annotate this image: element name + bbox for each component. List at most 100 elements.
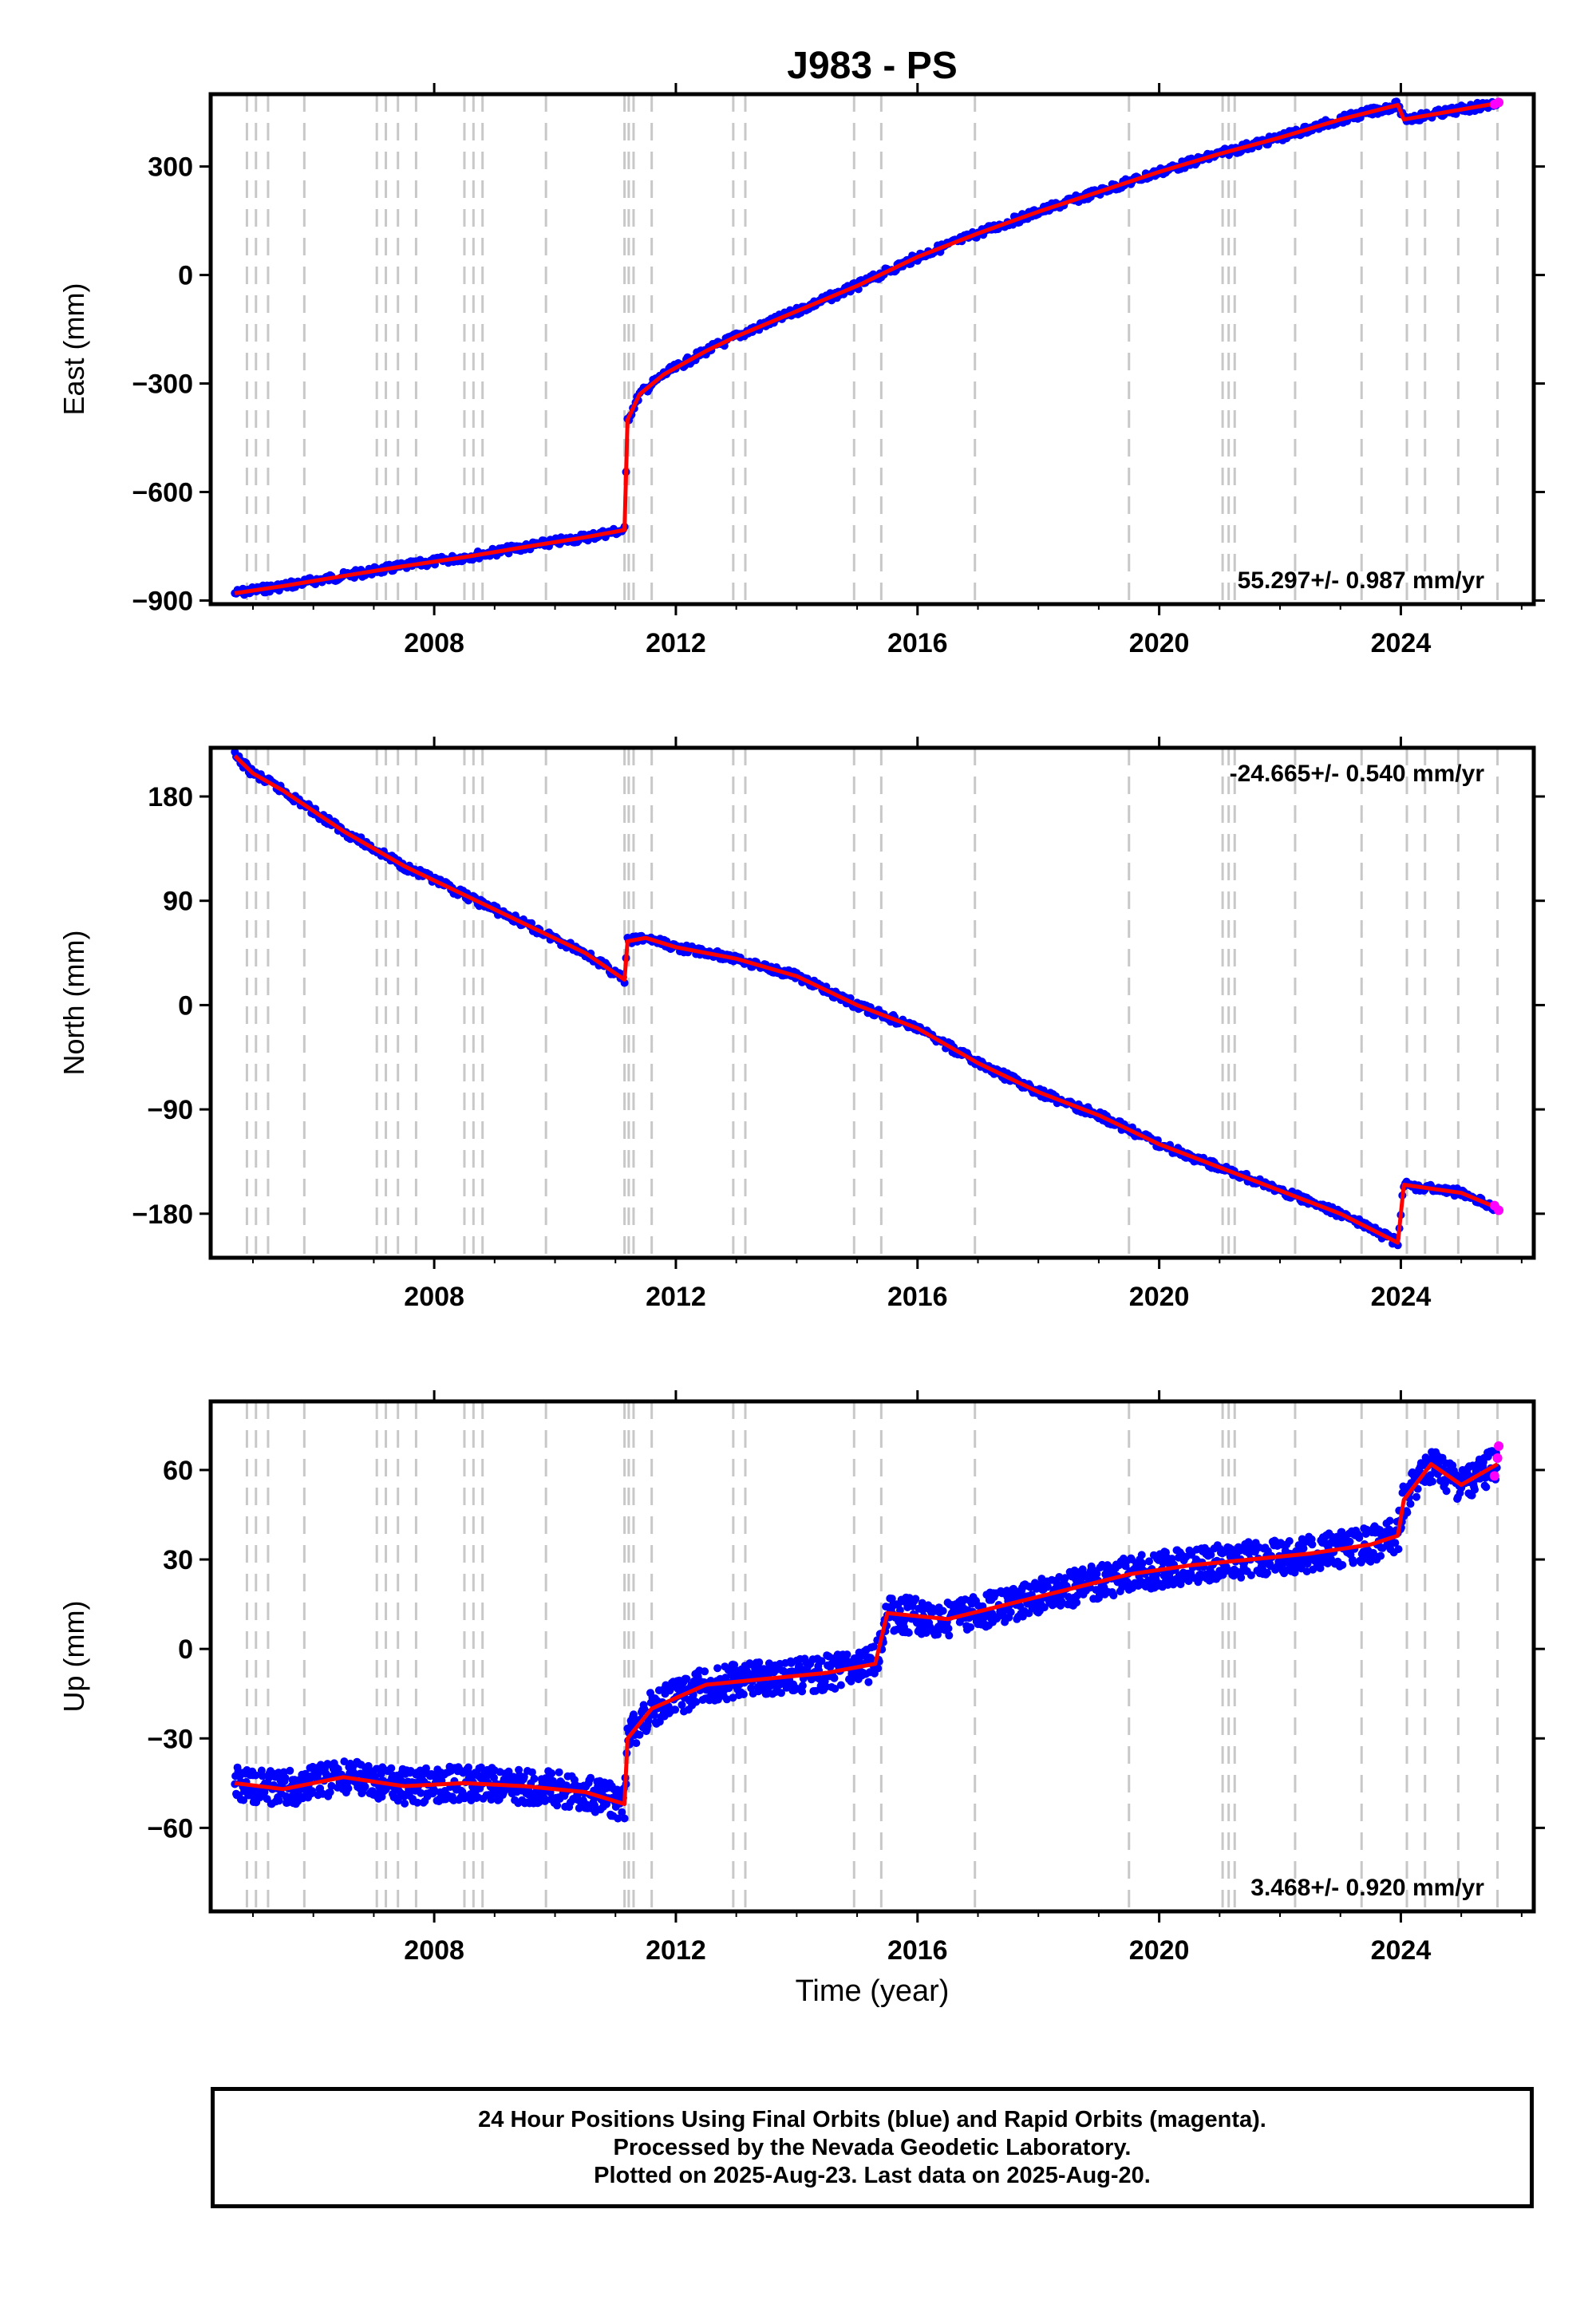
x-tick-label: 2016	[887, 628, 948, 658]
panel-3: −60 −30 0 30 60 2008 2012 2016 2020 2024 Up (mm) 3.…	[57, 1390, 1545, 2008]
data-point	[1428, 1477, 1436, 1486]
data-point	[286, 1766, 294, 1775]
series-line	[233, 754, 1499, 1245]
data-point	[966, 1623, 975, 1631]
data-point	[1246, 1571, 1255, 1579]
data-point	[1355, 1534, 1364, 1542]
data-point	[1377, 1551, 1385, 1560]
y-tick-label: −180	[132, 1199, 193, 1230]
x-tick-label: 2020	[1129, 1282, 1190, 1312]
data-point	[798, 1687, 807, 1696]
data-point	[1263, 1568, 1271, 1577]
data-point	[1207, 1551, 1215, 1559]
panel-2: −180 −90 0 90 180 2008 2012 2016 2020 2024 North (…	[57, 737, 1545, 1312]
y-tick-label: −600	[132, 478, 193, 508]
data-point	[326, 1788, 334, 1796]
data-point	[487, 1796, 496, 1804]
data-point	[864, 1678, 873, 1686]
data-point	[1002, 1587, 1011, 1595]
data-point	[1492, 1453, 1503, 1463]
data-point	[1403, 1508, 1412, 1517]
y-tick-label: −900	[132, 586, 193, 616]
x-tick-label: 2020	[1129, 1935, 1190, 1966]
rate-label: 55.297+/- 0.987 mm/yr	[1238, 567, 1485, 594]
y-tick-label: 180	[148, 782, 193, 812]
x-tick-label: 2012	[646, 1935, 706, 1966]
data-point	[1145, 1557, 1153, 1566]
data-point	[911, 1595, 920, 1603]
plot-frame	[208, 745, 1536, 1260]
data-point	[1285, 1537, 1294, 1545]
data-point	[509, 1773, 518, 1781]
data-point	[1308, 1540, 1317, 1549]
data-point	[1394, 1545, 1403, 1554]
data-point	[361, 1782, 369, 1791]
data-point	[682, 1674, 691, 1683]
data-point	[1057, 1598, 1066, 1606]
panel-1: −900 −600 −300 0 300 2008 2012 2016 2020 2024 East…	[57, 45, 1545, 658]
x-tick-label: 2012	[646, 628, 706, 658]
y-tick-label: 30	[163, 1545, 193, 1575]
x-axis-label: Time (year)	[796, 1974, 950, 2008]
data-point	[713, 1664, 722, 1673]
data-point	[553, 1801, 562, 1810]
y-tick-label: 0	[178, 990, 193, 1021]
data-point	[387, 1764, 396, 1773]
y-tick-label: 0	[178, 1634, 193, 1665]
data-point	[755, 1658, 764, 1666]
data-point	[729, 1694, 737, 1702]
data-point	[1349, 1559, 1357, 1567]
data-point	[739, 1690, 748, 1698]
plot-frame	[208, 92, 1536, 607]
x-tick-label: 2024	[1371, 628, 1432, 658]
data-point	[1494, 1441, 1504, 1452]
x-tick-label: 2008	[404, 1935, 464, 1966]
data-point	[945, 1631, 954, 1640]
y-tick-label: −300	[132, 370, 193, 400]
data-point	[900, 1615, 909, 1624]
data-point	[904, 1628, 913, 1637]
data-point	[417, 1788, 425, 1797]
data-point	[817, 1657, 826, 1666]
data-point	[591, 1801, 599, 1810]
series-line	[234, 101, 1499, 595]
data-point	[1391, 1539, 1400, 1547]
data-point	[1482, 1483, 1491, 1492]
data-point	[650, 1711, 658, 1720]
rate-label: -24.665+/- 0.540 mm/yr	[1230, 761, 1485, 787]
data-point	[1302, 1567, 1311, 1575]
chart-title: J983 - PS	[787, 45, 957, 87]
data-point	[843, 1650, 851, 1659]
data-point	[632, 1739, 641, 1748]
data-point	[1338, 1561, 1347, 1569]
data-point	[1406, 1500, 1415, 1508]
data-point	[1092, 1570, 1101, 1578]
y-tick-label: 90	[163, 887, 193, 917]
y-tick-label: 60	[163, 1456, 193, 1486]
data-point	[618, 1808, 626, 1816]
data-point	[251, 1771, 260, 1780]
data-point	[831, 1685, 839, 1693]
data-point	[1061, 1574, 1069, 1583]
data-point	[1494, 97, 1504, 108]
data-point	[401, 1799, 409, 1808]
x-tick-label: 2008	[404, 1282, 464, 1312]
y-tick-label: −30	[147, 1724, 193, 1754]
data-point	[1073, 1599, 1081, 1607]
x-tick-label: 2024	[1371, 1935, 1432, 1966]
data-point	[701, 1667, 709, 1676]
data-point	[258, 1772, 267, 1780]
data-point	[1471, 1485, 1479, 1494]
data-point	[540, 1796, 549, 1805]
data-point	[344, 1784, 353, 1792]
y-tick-label: 0	[178, 261, 193, 291]
data-point	[1040, 1603, 1049, 1612]
data-point	[635, 1730, 644, 1739]
data-point	[1109, 1591, 1118, 1600]
data-point	[464, 1763, 472, 1772]
x-tick-label: 2020	[1129, 628, 1190, 658]
data-point	[836, 1681, 845, 1690]
data-point	[587, 1773, 595, 1782]
data-point	[798, 1682, 807, 1690]
y-tick-label: 300	[148, 152, 193, 183]
